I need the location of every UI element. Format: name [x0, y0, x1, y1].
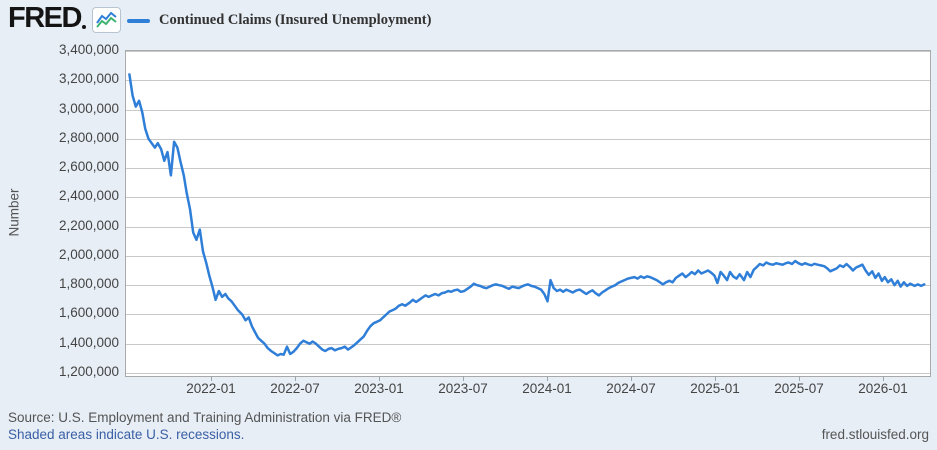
fred-chart-icon [91, 7, 121, 33]
x-axis-tick-mark [799, 376, 800, 381]
x-axis-tick-label: 2026-01 [858, 381, 908, 396]
x-axis-tick-label: 2023-07 [438, 381, 488, 396]
x-axis-tick-label: 2024-01 [522, 381, 572, 396]
recession-note-row: Shaded areas indicate U.S. recessions. [8, 427, 929, 443]
x-axis-tick-mark [379, 376, 380, 381]
legend-series-label: Continued Claims (Insured Unemployment) [159, 12, 432, 28]
x-axis-tick-label: 2022-01 [186, 381, 236, 396]
x-axis-tick-mark [715, 376, 716, 381]
series-line [128, 73, 926, 357]
x-axis-tick-label: 2025-01 [690, 381, 740, 396]
x-axis-tick-mark [631, 376, 632, 381]
registered-trademark-icon [81, 25, 86, 29]
y-axis-tick-label: 2,200,000 [58, 217, 119, 233]
site-url: fred.stlouisfed.org [821, 427, 929, 442]
plot-area [125, 50, 931, 377]
y-axis-tick-label: 1,800,000 [58, 276, 119, 292]
y-axis-tick-label: 3,200,000 [58, 71, 119, 87]
legend: Continued Claims (Insured Unemployment) [127, 12, 431, 29]
zigzag-sparkline-icon [96, 11, 117, 28]
y-axis-tick-label: 3,400,000 [58, 42, 119, 57]
source-note: Source: U.S. Employment and Training Adm… [8, 410, 402, 425]
x-axis-tick-label: 2025-07 [774, 381, 824, 396]
x-axis-tick-mark [211, 376, 212, 381]
y-axis-tick-label: 3,000,000 [58, 100, 119, 116]
y-axis-tick-label: 2,600,000 [58, 159, 119, 175]
x-axis-tick-label: 2024-07 [606, 381, 656, 396]
chart-canvas [126, 51, 930, 374]
x-axis-tick-mark [883, 376, 884, 381]
y-axis-tick-label: 1,200,000 [58, 364, 119, 379]
x-axis: 2022-01 2022-07 2023-01 2023-07 2024-01 2024-… [0, 376, 937, 398]
y-axis-tick-label: 2,800,000 [58, 129, 119, 145]
fred-logo: FRED [8, 4, 121, 33]
x-axis-tick-label: 2023-01 [354, 381, 404, 396]
y-axis-tick-label: 2,000,000 [58, 246, 119, 262]
x-axis-tick-mark [547, 376, 548, 381]
recession-note-link[interactable]: Shaded areas indicate U.S. recessions. [8, 427, 245, 442]
x-axis-tick-label: 2022-07 [270, 381, 320, 396]
footer: Source: U.S. Employment and Training Adm… [8, 410, 929, 443]
legend-line-swatch [127, 18, 150, 23]
y-axis-tick-label: 2,400,000 [58, 188, 119, 204]
x-axis-tick-mark [463, 376, 464, 381]
y-axis-tick-labels: 3,400,000 3,200,000 3,000,000 2,800,000 2,60… [0, 0, 119, 450]
y-axis-tick-label: 1,400,000 [58, 334, 119, 350]
y-axis-tick-label: 1,600,000 [58, 305, 119, 321]
x-axis-tick-mark [295, 376, 296, 381]
fred-logo-text: FRED [8, 2, 82, 34]
